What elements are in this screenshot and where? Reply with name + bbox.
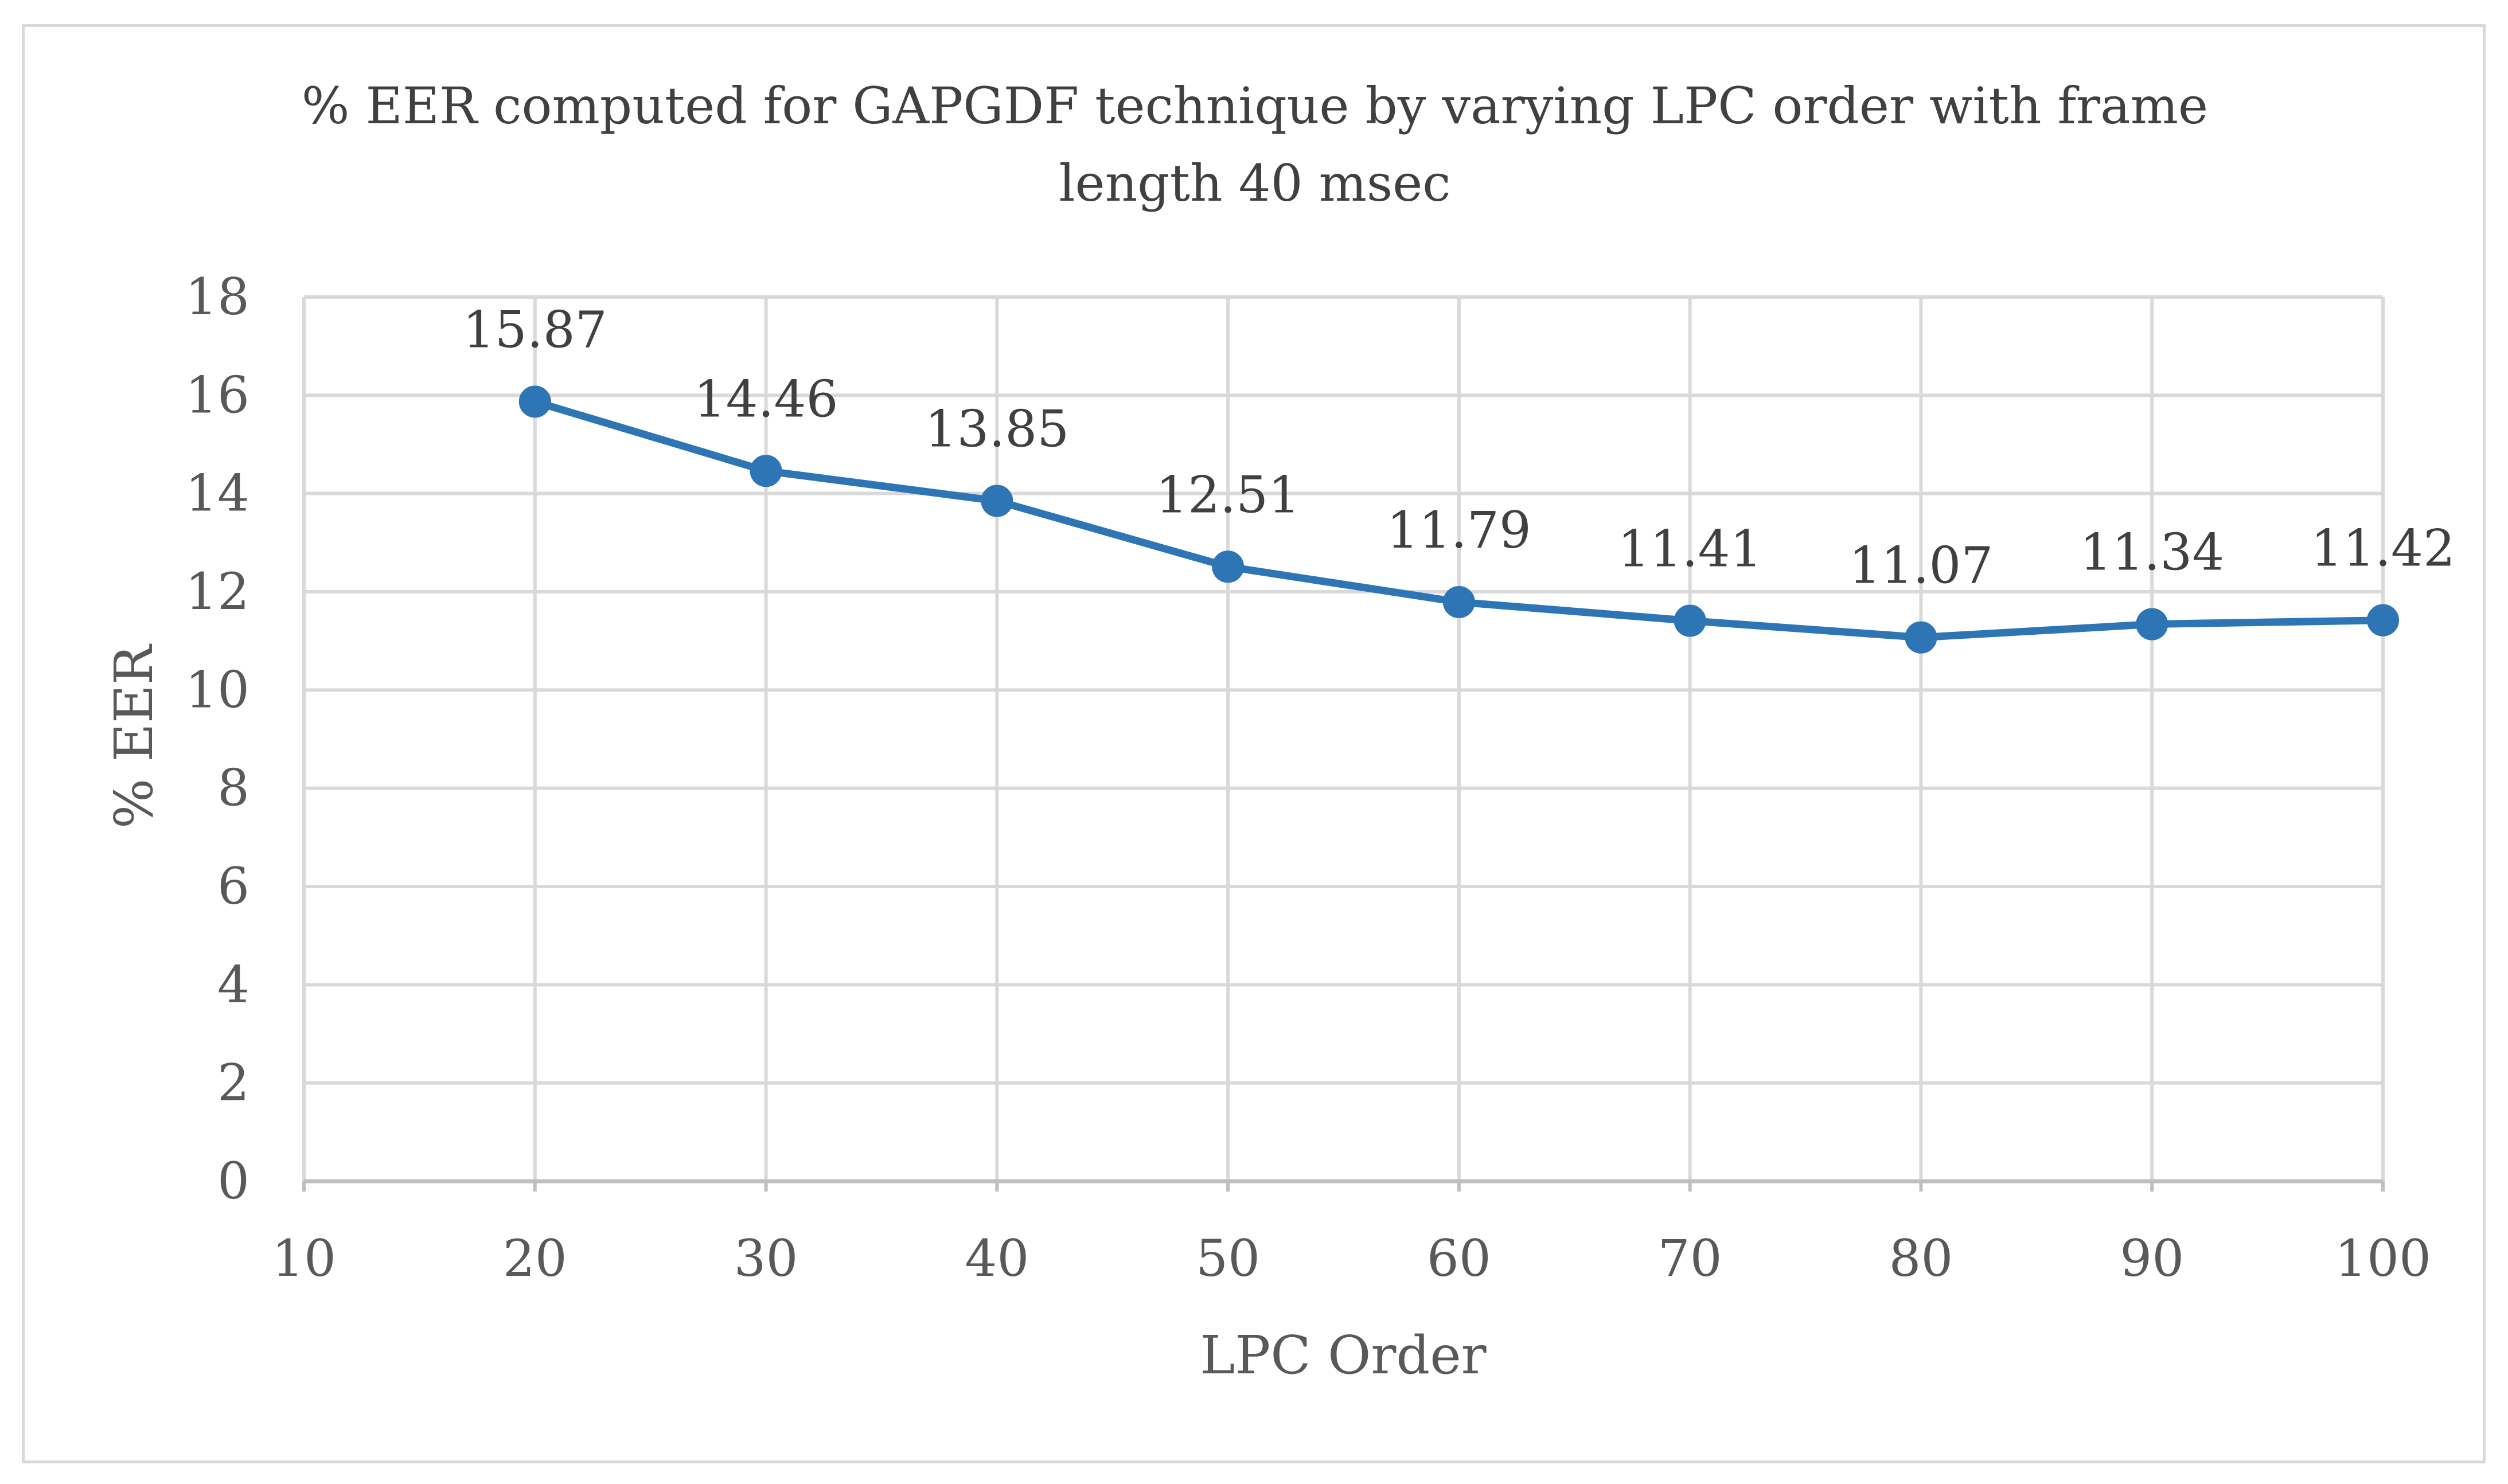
data-point: [2367, 604, 2399, 636]
chart-title-line-1: % EER computed for GAPGDF technique by v…: [302, 76, 2208, 135]
x-tick-label: 40: [965, 1229, 1029, 1288]
x-tick-label: 80: [1889, 1229, 1953, 1288]
y-tick-label: 10: [185, 660, 249, 719]
data-point: [1212, 550, 1245, 583]
data-point: [750, 455, 782, 487]
data-label: 13.85: [925, 400, 1069, 459]
data-label: 11.41: [1618, 520, 1762, 579]
x-tick-label: 20: [503, 1229, 567, 1288]
data-point: [981, 485, 1013, 517]
data-points: [518, 385, 2399, 654]
x-tick-label: 90: [2120, 1229, 2184, 1288]
y-tick-label: 2: [217, 1053, 249, 1112]
data-label: 11.34: [2080, 523, 2224, 582]
x-axis-label: LPC Order: [1200, 1325, 1486, 1386]
chart-area: [22, 24, 2486, 1463]
x-tick-label: 60: [1427, 1229, 1491, 1288]
y-tick-label: 14: [185, 464, 249, 523]
x-tick-label: 70: [1658, 1229, 1722, 1288]
data-point: [1442, 585, 1475, 618]
y-tick-label: 6: [217, 857, 249, 916]
x-tick-label: 30: [734, 1229, 798, 1288]
y-tick-label: 8: [217, 759, 249, 818]
x-tick-label: 10: [272, 1229, 336, 1288]
y-tick-label: 4: [217, 955, 249, 1014]
y-tick-label: 18: [185, 267, 249, 326]
data-labels: 15.87 14.46 13.85 12.51 11.79 11.41 11.07 11.34…: [463, 300, 2455, 595]
data-point: [2136, 608, 2168, 641]
grid-lines: [302, 295, 2385, 1181]
axes: [302, 1179, 2385, 1192]
data-point: [1674, 604, 1706, 637]
data-label: 12.51: [1156, 465, 1300, 524]
data-label: 11.42: [2311, 519, 2455, 578]
data-point: [1905, 621, 1937, 654]
data-label: 11.07: [1848, 536, 1993, 595]
x-tick-label: 100: [2335, 1229, 2431, 1288]
data-point: [518, 385, 551, 418]
x-tick-label: 50: [1196, 1229, 1260, 1288]
chart-title-line-2: length 40 msec: [1059, 154, 1450, 213]
data-label: 15.87: [463, 300, 607, 359]
y-tick-label: 12: [185, 562, 249, 621]
data-label: 11.79: [1387, 501, 1531, 560]
y-tick-label: 0: [217, 1151, 249, 1210]
y-tick-label: 16: [185, 365, 249, 424]
data-label: 14.46: [694, 369, 838, 428]
tick-labels: 0 2 4 6 8 10 12 14 16 18 10 20 30 40 50 60 70 80 90 100: [185, 267, 2431, 1288]
y-axis-label: % EER: [103, 643, 165, 829]
